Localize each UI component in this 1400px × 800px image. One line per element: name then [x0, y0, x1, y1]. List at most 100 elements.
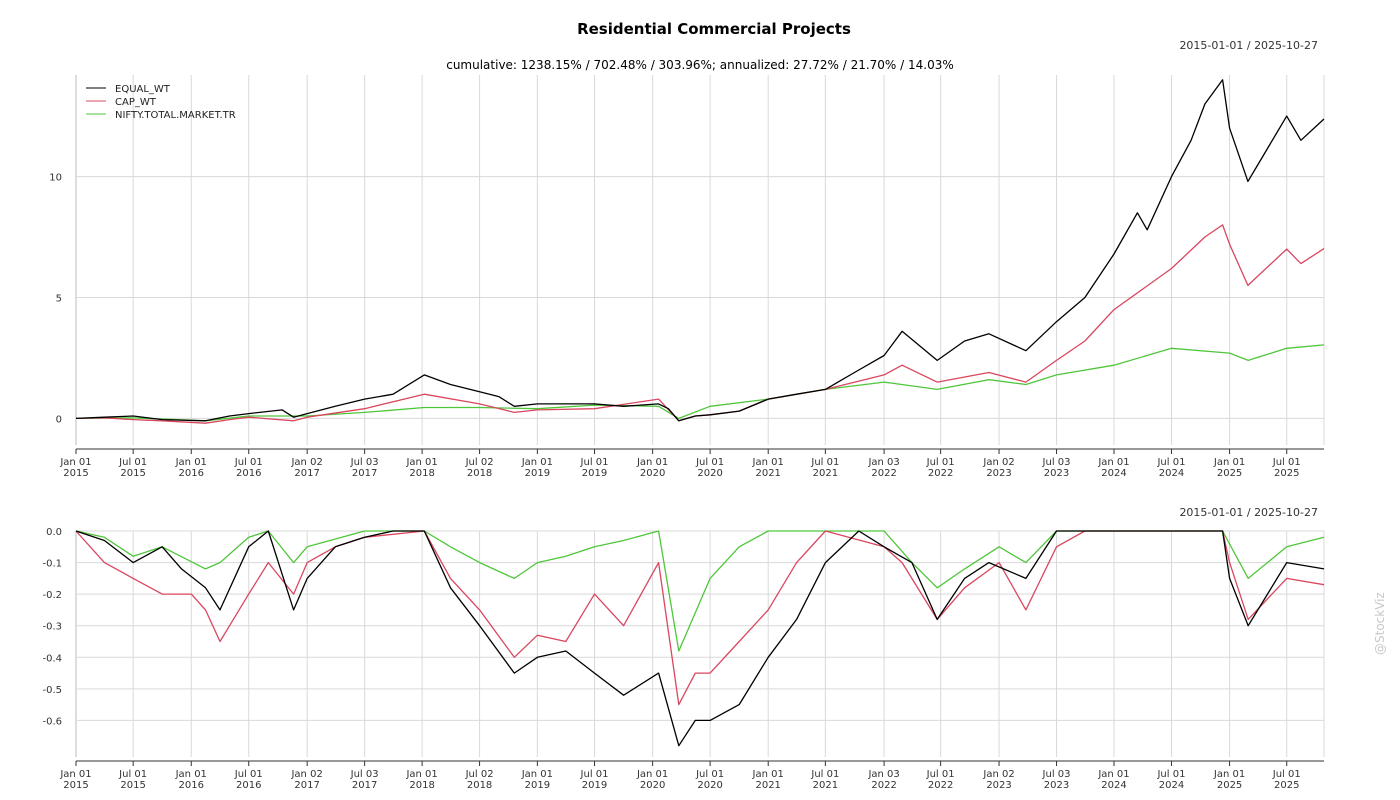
x-tick-year-label: 2022: [871, 780, 896, 791]
x-tick-year-label: 2022: [871, 468, 896, 479]
x-tick-year-label: 2018: [467, 468, 492, 479]
x-tick-year-label: 2015: [120, 468, 145, 479]
y-tick-label: -0.6: [42, 716, 62, 727]
x-tick-year-label: 2016: [179, 780, 204, 791]
x-tick-year-label: 2024: [1101, 468, 1126, 479]
x-tick-label: Jul 01: [695, 457, 724, 468]
x-tick-year-label: 2017: [352, 780, 377, 791]
x-tick-label: Jan 01: [636, 769, 668, 780]
x-tick-year-label: 2020: [697, 468, 722, 479]
x-tick-label: Jul 01: [926, 457, 955, 468]
x-tick-label: Jul 01: [118, 769, 147, 780]
x-tick-year-label: 2024: [1159, 780, 1184, 791]
x-tick-label: Jul 01: [695, 769, 724, 780]
x-tick-label: Jul 01: [580, 769, 609, 780]
x-tick-label: Jul 01: [1156, 769, 1185, 780]
x-tick-year-label: 2021: [755, 468, 780, 479]
x-tick-label: Jul 02: [465, 769, 494, 780]
x-tick-year-label: 2019: [582, 468, 607, 479]
x-tick-year-label: 2016: [236, 468, 261, 479]
x-tick-label: Jul 01: [234, 457, 263, 468]
x-tick-year-label: 2020: [640, 468, 665, 479]
x-tick-label: Jan 01: [521, 769, 553, 780]
x-tick-label: Jan 02: [982, 457, 1014, 468]
y-tick-label: -0.5: [42, 685, 62, 696]
x-tick-label: Jul 01: [810, 769, 839, 780]
x-tick-year-label: 2019: [525, 468, 550, 479]
x-tick-year-label: 2024: [1101, 780, 1126, 791]
y-tick-label: 0: [56, 414, 62, 425]
x-tick-label: Jul 01: [1272, 457, 1301, 468]
x-tick-year-label: 2020: [640, 780, 665, 791]
legend-label: NIFTY.TOTAL.MARKET.TR: [115, 110, 236, 121]
x-tick-label: Jan 01: [59, 457, 91, 468]
chart-legend: EQUAL_WT CAP_WT NIFTY.TOTAL.MARKET.TR: [86, 84, 236, 121]
x-tick-year-label: 2016: [179, 468, 204, 479]
chart-date-range: 2015-01-01 / 2025-10-27: [1179, 39, 1318, 52]
x-tick-year-label: 2025: [1274, 780, 1299, 791]
series-line-nifty-total-market-tr: [75, 530, 1325, 652]
legend-label: CAP_WT: [115, 97, 157, 108]
x-tick-label: Jan 01: [59, 769, 91, 780]
x-tick-label: Jan 01: [752, 769, 784, 780]
x-tick-label: Jul 01: [580, 457, 609, 468]
x-tick-year-label: 2025: [1217, 780, 1242, 791]
watermark: @StockViz: [1373, 592, 1387, 655]
drawdown-date-range: 2015-01-01 / 2025-10-27: [1179, 506, 1318, 519]
x-tick-year-label: 2016: [236, 780, 261, 791]
x-tick-label: Jan 02: [290, 769, 322, 780]
x-tick-year-label: 2017: [352, 468, 377, 479]
x-tick-year-label: 2025: [1217, 468, 1242, 479]
x-tick-label: Jan 01: [1213, 769, 1245, 780]
series-line-nifty-total-market-tr: [75, 344, 1325, 422]
series-line-equal-wt: [75, 530, 1325, 747]
x-tick-year-label: 2025: [1274, 468, 1299, 479]
y-tick-label: -0.1: [42, 559, 62, 570]
x-tick-label: Jan 01: [175, 457, 207, 468]
x-tick-label: Jan 01: [1213, 457, 1245, 468]
x-tick-year-label: 2015: [63, 780, 88, 791]
x-tick-year-label: 2021: [813, 468, 838, 479]
x-tick-year-label: 2023: [986, 468, 1011, 479]
x-tick-year-label: 2018: [409, 780, 434, 791]
x-tick-label: Jul 01: [1156, 457, 1185, 468]
series-line-cap-wt: [75, 530, 1325, 706]
x-tick-label: Jul 03: [350, 457, 379, 468]
chart-title: Residential Commercial Projects: [577, 20, 851, 38]
x-tick-year-label: 2022: [928, 468, 953, 479]
x-tick-year-label: 2023: [1044, 780, 1069, 791]
series-line-equal-wt: [75, 79, 1325, 422]
x-tick-year-label: 2021: [755, 780, 780, 791]
x-tick-year-label: 2017: [294, 780, 319, 791]
x-tick-year-label: 2024: [1159, 468, 1184, 479]
x-tick-label: Jul 01: [118, 457, 147, 468]
x-tick-label: Jan 02: [290, 457, 322, 468]
x-tick-label: Jul 03: [350, 769, 379, 780]
x-tick-label: Jul 03: [1042, 769, 1071, 780]
x-tick-year-label: 2020: [697, 780, 722, 791]
chart-subtitle: cumulative: 1238.15% / 702.48% / 303.96%…: [446, 58, 954, 72]
x-tick-year-label: 2023: [1044, 468, 1069, 479]
x-tick-year-label: 2019: [525, 780, 550, 791]
x-tick-label: Jul 03: [1042, 457, 1071, 468]
x-tick-year-label: 2018: [467, 780, 492, 791]
y-tick-label: 10: [49, 173, 62, 184]
x-tick-year-label: 2015: [120, 780, 145, 791]
x-tick-label: Jul 01: [926, 769, 955, 780]
x-tick-label: Jan 01: [752, 457, 784, 468]
x-tick-label: Jan 01: [175, 769, 207, 780]
x-tick-year-label: 2015: [63, 468, 88, 479]
x-tick-label: Jul 01: [810, 457, 839, 468]
x-tick-label: Jan 01: [405, 457, 437, 468]
x-tick-year-label: 2018: [409, 468, 434, 479]
x-tick-label: Jul 01: [234, 769, 263, 780]
y-tick-label: -0.4: [42, 653, 62, 664]
series-line-cap-wt: [75, 224, 1325, 424]
y-tick-label: -0.2: [42, 590, 62, 601]
x-tick-label: Jan 01: [1097, 769, 1129, 780]
x-tick-label: Jan 03: [867, 769, 899, 780]
x-tick-year-label: 2017: [294, 468, 319, 479]
x-tick-year-label: 2022: [928, 780, 953, 791]
x-tick-year-label: 2021: [813, 780, 838, 791]
